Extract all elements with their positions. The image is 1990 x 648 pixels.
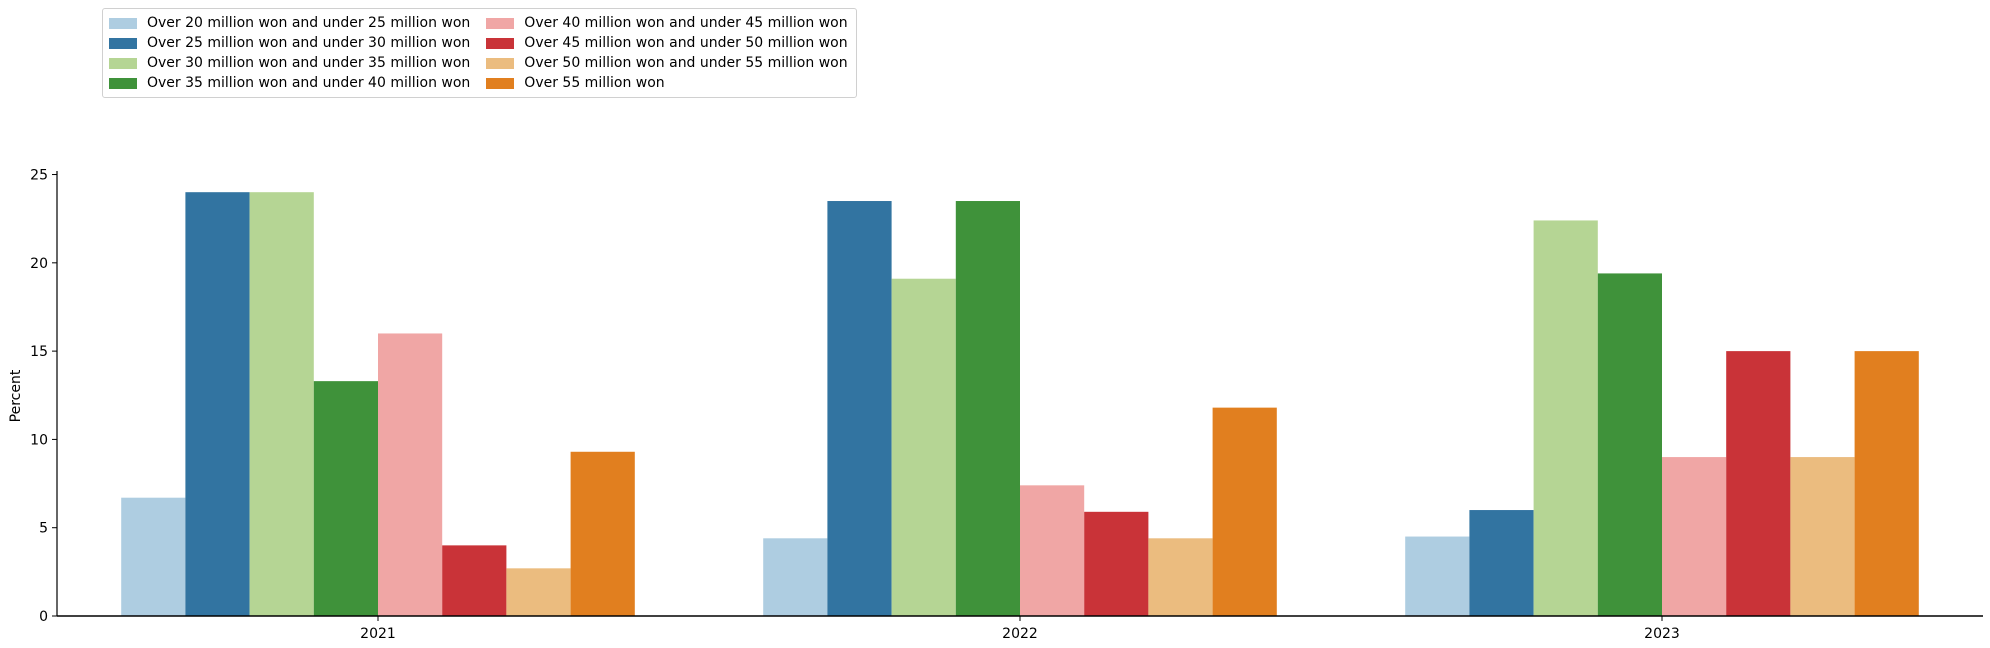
- legend-label: Over 45 million won and under 50 million…: [524, 35, 848, 51]
- bar-2023-series-1: [1405, 536, 1470, 616]
- bar-2022-series-3: [891, 278, 956, 616]
- axes-group: 0 5 10 15 20 25 2021 2022 2023: [30, 168, 1983, 642]
- legend-label: Over 35 million won and under 40 million…: [147, 75, 471, 91]
- legend-swatch: [109, 57, 137, 69]
- legend-swatch: [486, 17, 515, 29]
- y-tick-label-25: 25: [30, 168, 48, 184]
- bar-2021-series-6: [442, 545, 507, 616]
- legend-item-6: Over 45 million won and under 50 million…: [486, 33, 848, 53]
- legend-item-5: Over 40 million won and under 45 million…: [486, 13, 848, 33]
- legend-item-2: Over 25 million won and under 30 million…: [109, 33, 470, 53]
- y-tick-label-5: 5: [39, 521, 48, 537]
- bar-2022-series-8: [1212, 407, 1277, 616]
- x-tick-label-2023: 2023: [1644, 626, 1680, 642]
- bar-2023-series-4: [1597, 273, 1662, 616]
- legend-item-8: Over 55 million won: [486, 73, 847, 93]
- bar-2022-series-4: [955, 201, 1020, 616]
- legend-label: Over 20 million won and under 25 million…: [147, 15, 471, 31]
- bar-2021-series-2: [185, 192, 250, 616]
- legend-swatch: [109, 77, 137, 89]
- y-axis-label: Percent: [8, 369, 24, 422]
- bar-2023-series-2: [1469, 510, 1534, 616]
- bar-2021-series-1: [121, 497, 186, 616]
- legend-item-1: Over 20 million won and under 25 million…: [109, 13, 470, 33]
- bar-2023-series-8: [1854, 351, 1919, 616]
- bar-2021-series-7: [506, 568, 571, 616]
- legend: Over 20 million won and under 25 million…: [102, 8, 857, 98]
- x-tick-label-2021: 2021: [360, 626, 396, 642]
- bar-2022-series-1: [763, 538, 828, 616]
- legend-label: Over 25 million won and under 30 million…: [147, 35, 471, 51]
- y-tick-label-20: 20: [30, 256, 48, 272]
- legend-swatch: [486, 77, 515, 89]
- legend-swatch: [486, 37, 515, 49]
- legend-label: Over 30 million won and under 35 million…: [147, 55, 471, 71]
- bar-2022-series-5: [1020, 485, 1085, 616]
- bar-2021-series-3: [249, 192, 314, 616]
- legend-swatch: [109, 37, 137, 49]
- legend-item-3: Over 30 million won and under 35 million…: [109, 53, 470, 73]
- y-tick-label-0: 0: [39, 609, 48, 625]
- legend-label: Over 55 million won: [524, 75, 665, 91]
- bar-2023-series-3: [1533, 220, 1598, 616]
- y-tick-label-10: 10: [30, 432, 48, 448]
- bar-2021-series-5: [378, 333, 443, 616]
- legend-label: Over 40 million won and under 45 million…: [524, 15, 848, 31]
- bar-2021-series-8: [570, 451, 635, 616]
- bar-2022-series-6: [1084, 511, 1149, 616]
- legend-swatch: [109, 17, 137, 29]
- y-tick-label-15: 15: [30, 344, 48, 360]
- bar-2022-series-2: [827, 201, 892, 616]
- legend-label: Over 50 million won and under 55 million…: [524, 55, 848, 71]
- x-tick-label-2022: 2022: [1002, 626, 1038, 642]
- legend-swatch: [486, 57, 515, 69]
- bars-group: [121, 192, 1919, 616]
- bar-2023-series-5: [1662, 457, 1727, 616]
- bar-2021-series-4: [313, 381, 378, 616]
- legend-item-4: Over 35 million won and under 40 million…: [109, 73, 470, 93]
- bar-2023-series-6: [1726, 351, 1791, 616]
- legend-item-7: Over 50 million won and under 55 million…: [486, 53, 848, 73]
- bar-2023-series-7: [1790, 457, 1855, 616]
- bar-2022-series-7: [1148, 538, 1213, 616]
